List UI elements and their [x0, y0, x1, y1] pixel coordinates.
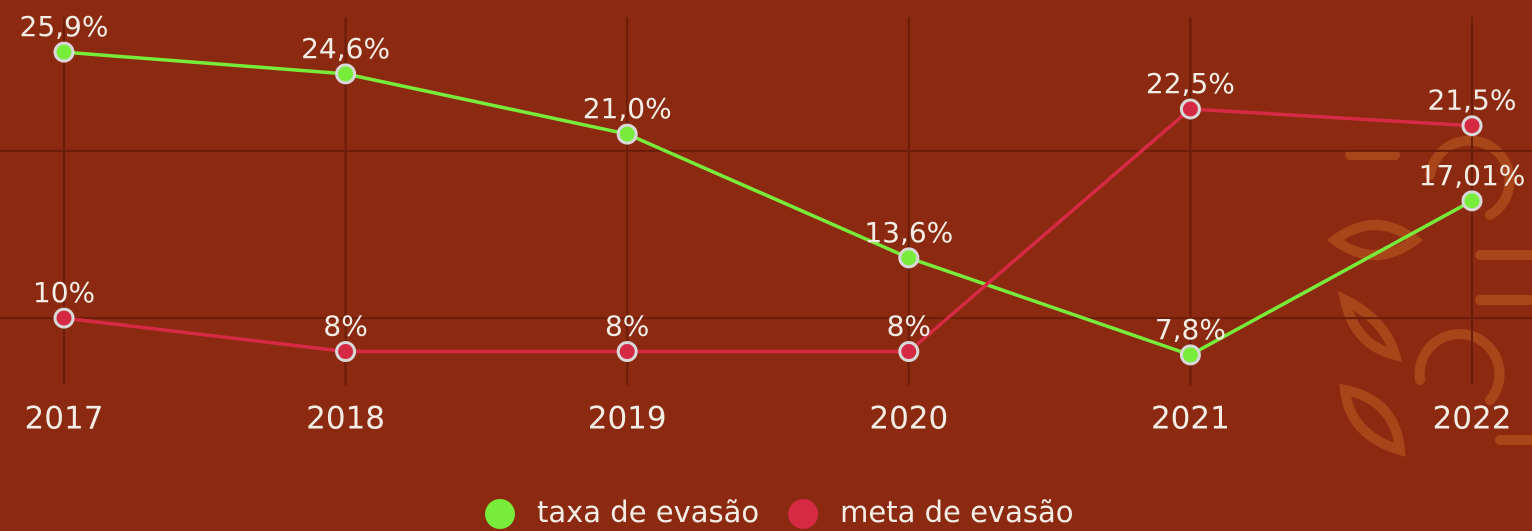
data-point: [55, 43, 73, 61]
data-point: [1181, 100, 1199, 118]
data-point: [618, 125, 636, 143]
x-tick-label: 2021: [1151, 401, 1230, 437]
legend-marker: [485, 499, 515, 529]
data-label: 24,6%: [301, 32, 390, 65]
legend-label: meta de evasão: [840, 495, 1073, 529]
data-point: [1463, 192, 1481, 210]
data-label: 10%: [33, 276, 95, 309]
legend-label: taxa de evasão: [537, 495, 759, 529]
data-label: 8%: [887, 310, 931, 343]
x-tick-label: 2022: [1433, 401, 1512, 437]
legend-marker: [788, 499, 818, 529]
data-label: 17,01%: [1419, 159, 1526, 192]
background: [0, 0, 1532, 531]
data-point: [1463, 117, 1481, 135]
data-label: 8%: [323, 310, 367, 343]
x-tick-label: 2017: [25, 401, 104, 437]
data-point: [55, 309, 73, 327]
x-tick-label: 2020: [869, 401, 948, 437]
data-point: [1181, 346, 1199, 364]
x-tick-label: 2018: [306, 401, 385, 437]
data-label: 22,5%: [1146, 67, 1235, 100]
chart: 2017 2018 2019 2020 2021 2022 25,9% 24,6% 21,0% 1…: [0, 0, 1532, 531]
data-label: 8%: [605, 310, 649, 343]
data-point: [618, 343, 636, 361]
data-point: [900, 249, 918, 267]
x-tick-label: 2019: [588, 401, 667, 437]
data-label: 13,6%: [864, 216, 953, 249]
data-label: 21,0%: [583, 92, 672, 125]
data-label: 25,9%: [20, 10, 109, 43]
data-point: [337, 65, 355, 83]
data-label: 21,5%: [1428, 84, 1517, 117]
data-point: [900, 343, 918, 361]
data-point: [337, 343, 355, 361]
data-label: 7,8%: [1155, 313, 1226, 346]
